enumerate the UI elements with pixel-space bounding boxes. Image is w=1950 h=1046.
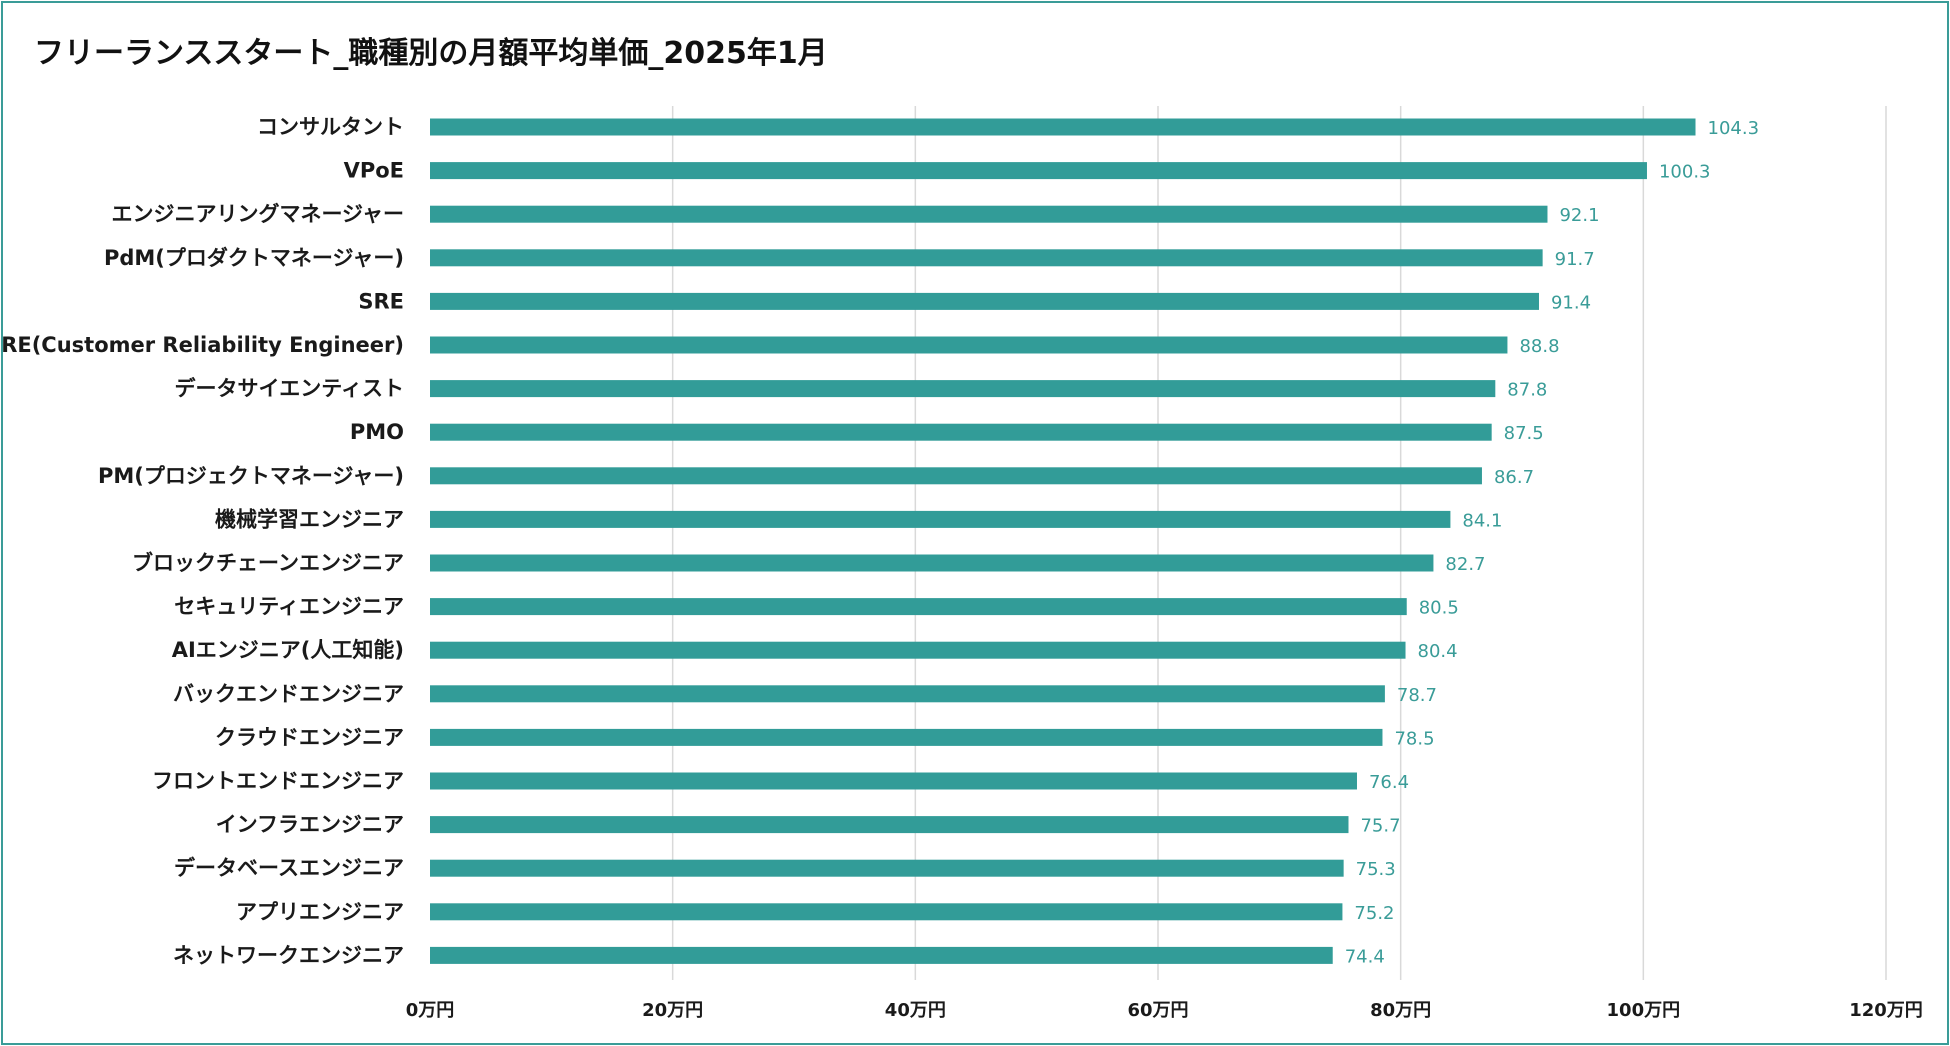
category-label: PM(プロジェクトマネージャー) <box>98 464 404 488</box>
category-label: ネットワークエンジニア <box>173 943 404 967</box>
data-label: 86.7 <box>1494 467 1534 488</box>
bar <box>430 380 1496 398</box>
bar <box>430 205 1548 223</box>
data-label: 92.1 <box>1559 205 1599 226</box>
data-label: 80.5 <box>1419 598 1459 619</box>
x-tick-label: 80万円 <box>1370 1000 1431 1021</box>
bar <box>430 903 1343 921</box>
data-label: 87.8 <box>1507 380 1547 401</box>
data-label: 100.3 <box>1659 162 1711 183</box>
bar <box>430 816 1349 834</box>
category-label: PMO <box>350 420 404 444</box>
data-label: 104.3 <box>1708 118 1760 139</box>
x-tick-label: 0万円 <box>406 1000 455 1021</box>
x-tick-label: 120万円 <box>1849 1000 1923 1021</box>
bar <box>430 859 1344 877</box>
data-label: 88.8 <box>1519 336 1559 357</box>
data-label: 75.7 <box>1360 816 1400 837</box>
category-labels: コンサルタント VPoE エンジニアリングマネージャー PdM(プロダクトマネージャー… <box>0 115 404 967</box>
bar <box>430 685 1385 703</box>
bar <box>430 467 1482 485</box>
data-label: 76.4 <box>1369 772 1409 793</box>
category-label: エンジニアリングマネージャー <box>111 202 404 226</box>
bar <box>430 336 1508 354</box>
category-label: セキュリティエンジニア <box>174 595 404 619</box>
category-label: データベースエンジニア <box>174 856 404 880</box>
data-labels: 104.3 100.3 92.1 91.7 91.4 88.8 87.8 87.5 86.7 84… <box>1345 118 1759 967</box>
category-label: アプリエンジニア <box>236 900 404 924</box>
data-label: 75.2 <box>1354 903 1394 924</box>
bar <box>430 292 1539 310</box>
category-label: ブロックチェーンエンジニア <box>132 551 404 575</box>
x-axis-tick-labels: 0万円 20万円 40万円 60万円 80万円 100万円 120万円 <box>406 1000 1923 1021</box>
bar <box>430 946 1333 964</box>
data-label: 74.4 <box>1345 946 1385 967</box>
category-label: VPoE <box>344 159 404 183</box>
chart-title: フリーランススタート_職種別の月額平均単価_2025年1月 <box>34 36 828 71</box>
bar <box>430 554 1434 572</box>
category-label: コンサルタント <box>257 115 404 139</box>
bars <box>430 118 1696 964</box>
x-tick-label: 40万円 <box>885 1000 946 1021</box>
bar <box>430 510 1451 528</box>
category-label: AIエンジニア(人工知能) <box>172 638 404 662</box>
bar <box>430 641 1406 659</box>
bar <box>430 118 1696 136</box>
category-label: SRE <box>358 289 404 313</box>
data-label: 75.3 <box>1356 859 1396 880</box>
category-label: インフラエンジニア <box>216 813 404 837</box>
category-label: PdM(プロダクトマネージャー) <box>104 246 404 270</box>
data-label: 78.7 <box>1397 685 1437 706</box>
data-label: 91.7 <box>1555 249 1595 270</box>
gridlines <box>671 106 1887 980</box>
bar <box>430 162 1647 180</box>
bar <box>430 249 1543 267</box>
category-label: CRE(Customer Reliability Engineer) <box>0 333 404 357</box>
data-label: 78.5 <box>1394 728 1434 749</box>
bar <box>430 598 1407 616</box>
category-label: クラウドエンジニア <box>215 725 404 749</box>
bar <box>430 728 1383 746</box>
category-label: データサイエンティスト <box>174 377 404 401</box>
bar <box>430 423 1492 441</box>
category-label: バックエンドエンジニア <box>173 682 404 706</box>
bar <box>430 772 1357 790</box>
data-label: 82.7 <box>1445 554 1485 575</box>
x-tick-label: 60万円 <box>1127 1000 1188 1021</box>
data-label: 84.1 <box>1462 510 1502 531</box>
data-label: 91.4 <box>1551 292 1591 313</box>
x-tick-label: 20万円 <box>642 1000 703 1021</box>
category-label: フロントエンドエンジニア <box>152 769 404 793</box>
data-label: 80.4 <box>1418 641 1458 662</box>
category-label: 機械学習エンジニア <box>215 507 404 531</box>
data-label: 87.5 <box>1504 423 1544 444</box>
x-tick-label: 100万円 <box>1607 1000 1681 1021</box>
